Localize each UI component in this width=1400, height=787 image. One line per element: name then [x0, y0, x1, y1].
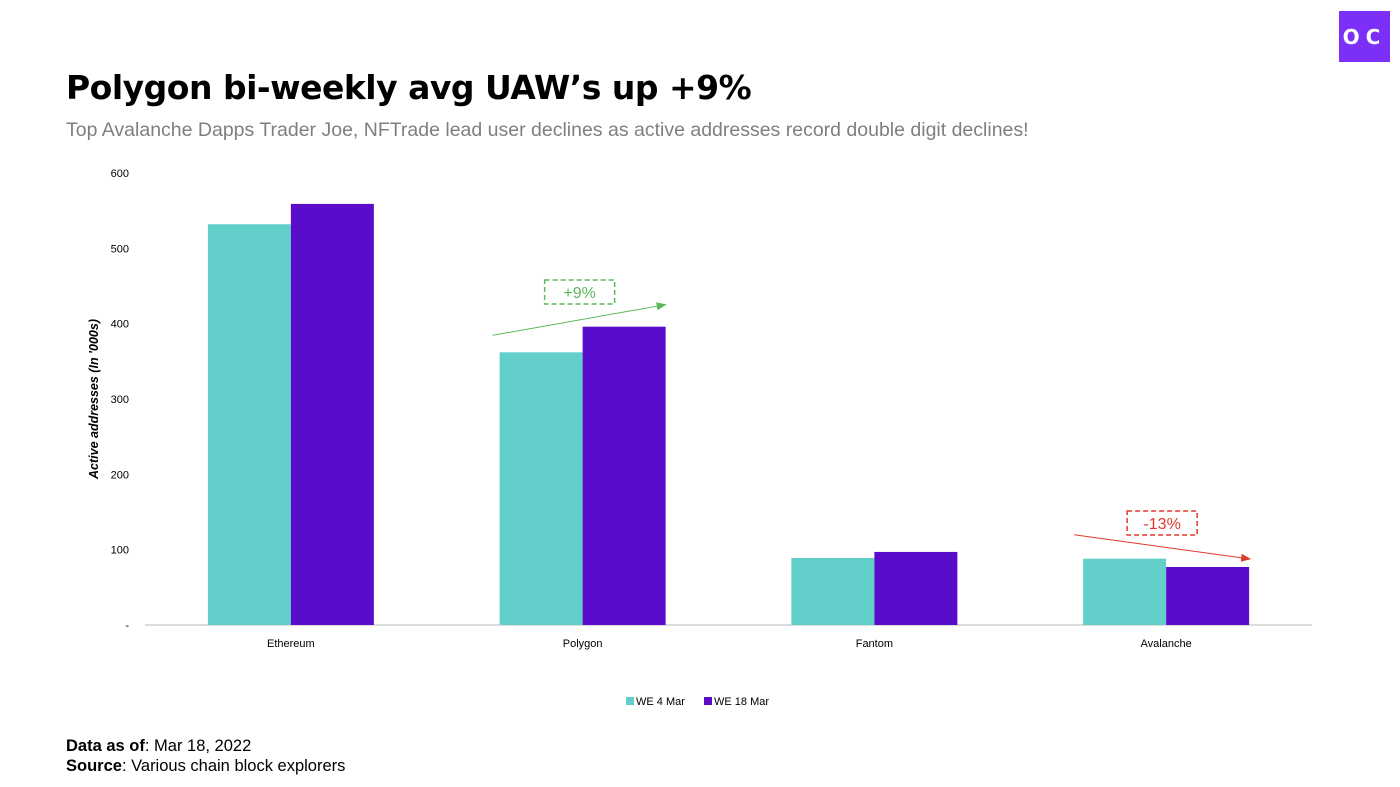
- trend-arrow: [492, 302, 667, 336]
- bar-polygon-we4mar: [499, 352, 583, 625]
- legend-swatch: [704, 697, 712, 705]
- page-title: Polygon bi-weekly avg UAW’s up +9%: [66, 68, 752, 107]
- bar-ethereum-we18mar: [290, 203, 374, 626]
- y-tick-label: 100: [111, 545, 129, 557]
- bar-avalanche-we18mar: [1166, 566, 1250, 625]
- x-tick-label: Avalanche: [1141, 638, 1192, 650]
- data-as-of: Data as of: Mar 18, 2022: [66, 736, 345, 756]
- brand-logo: OC: [1339, 11, 1390, 62]
- trend-arrow: [1074, 534, 1252, 562]
- annotation-label: -13%: [1143, 516, 1180, 533]
- legend-swatch: [626, 697, 634, 705]
- bar-ethereum-we4mar: [207, 224, 291, 625]
- y-tick-label: 300: [111, 394, 129, 406]
- data-as-of-label: Data as of: [66, 737, 145, 755]
- legend-label: WE 4 Mar: [636, 696, 685, 708]
- legend-label: WE 18 Mar: [714, 696, 769, 708]
- page-subtitle: Top Avalanche Dapps Trader Joe, NFTrade …: [66, 119, 1029, 141]
- footer: Data as of: Mar 18, 2022 Source: Various…: [66, 736, 345, 776]
- bar-fantom-we4mar: [791, 557, 875, 625]
- annotation-box: [543, 279, 616, 305]
- annotation-box: [1126, 510, 1198, 536]
- annotation-label: +9%: [563, 285, 595, 302]
- source: Source: Various chain block explorers: [66, 756, 345, 776]
- data-as-of-value: : Mar 18, 2022: [144, 737, 252, 755]
- bar-avalanche-we4mar: [1083, 558, 1167, 625]
- y-tick-label: 500: [111, 243, 129, 255]
- bar-fantom-we18mar: [874, 551, 958, 625]
- y-tick-label: 400: [111, 319, 129, 331]
- y-tick-label: 600: [111, 168, 129, 180]
- x-tick-label: Ethereum: [267, 638, 315, 650]
- y-tick-label: 200: [111, 469, 129, 481]
- y-axis-label: Active addresses (In '000s): [87, 319, 101, 480]
- x-tick-label: Polygon: [563, 638, 603, 650]
- y-tick-label: -: [125, 620, 129, 632]
- source-value: : Various chain block explorers: [121, 757, 346, 775]
- x-tick-label: Fantom: [856, 638, 893, 650]
- source-label: Source: [66, 757, 122, 775]
- bar-polygon-we18mar: [582, 326, 666, 625]
